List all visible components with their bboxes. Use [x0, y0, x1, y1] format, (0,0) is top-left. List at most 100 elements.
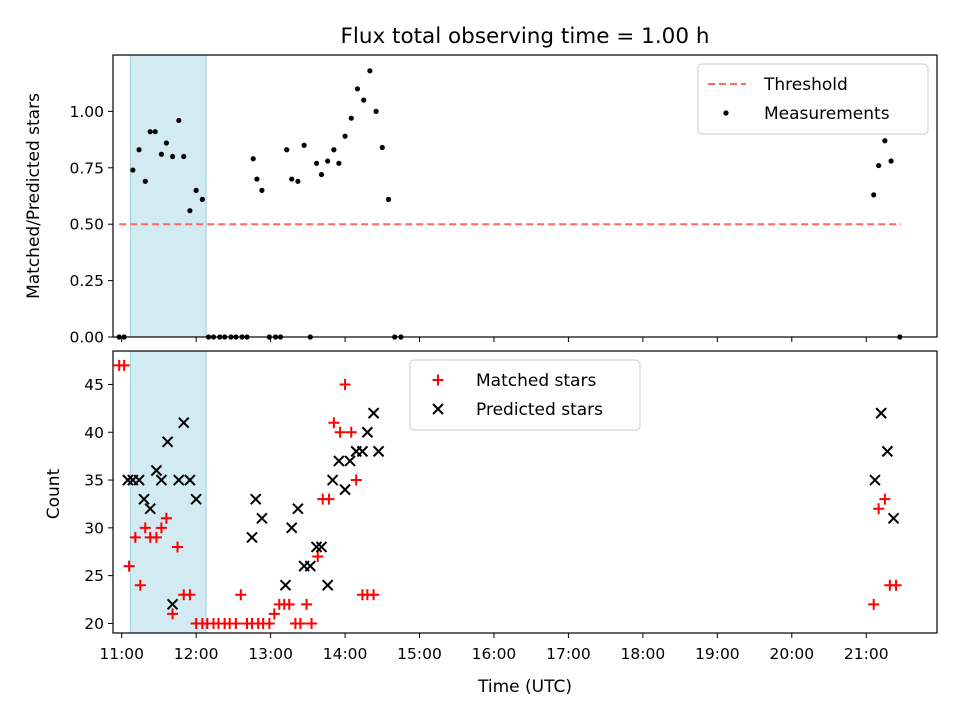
x-tick-label: 21:00 — [844, 645, 889, 663]
measurement-point — [876, 162, 882, 169]
predicted-star-point — [144, 503, 156, 515]
y-tick-label: 0.25 — [69, 272, 104, 290]
measurement-point — [176, 117, 182, 124]
measurement-point — [142, 178, 148, 184]
legend-label: Predicted stars — [476, 400, 603, 420]
legend-box — [409, 359, 641, 431]
measurement-point — [373, 108, 379, 114]
predicted-star-point — [285, 522, 298, 534]
matched-star-point — [294, 617, 306, 629]
x-axis-label: Time (UTC) — [477, 677, 572, 697]
y-tick-label: 20 — [84, 615, 104, 633]
x-tick-label: 15:00 — [397, 645, 442, 663]
observing-window-span — [129, 54, 207, 338]
legend-matched-swatch — [432, 374, 444, 386]
matched-star-point — [139, 522, 151, 534]
matched-star-point — [155, 522, 167, 534]
predicted-star-point — [333, 455, 345, 467]
predicted-star-point — [133, 474, 145, 486]
predicted-star-point — [356, 445, 369, 458]
measurement-point — [158, 151, 164, 157]
x-tick-label: 14:00 — [323, 645, 368, 663]
plot-frame — [112, 350, 938, 634]
matched-star-point — [312, 551, 324, 563]
top-y-axis-label: Matched/Predicted stars — [24, 93, 44, 299]
matched-star-point — [268, 608, 280, 620]
legend-measurement-swatch — [723, 110, 729, 116]
measurement-point — [385, 196, 392, 202]
predicted-star-point — [184, 474, 196, 486]
x-tick-label: 20:00 — [769, 645, 814, 663]
measurement-point — [354, 86, 361, 92]
measurement-point — [152, 129, 158, 135]
figure-title: Flux total observing time = 1.00 h — [341, 24, 710, 49]
matched-star-point — [323, 493, 335, 505]
predicted-star-point — [304, 560, 317, 572]
measurement-point — [130, 167, 136, 173]
matched-star-point — [150, 531, 162, 543]
observing-window-span — [129, 350, 207, 634]
measurement-point — [193, 187, 199, 193]
predicted-star-point — [887, 512, 900, 524]
x-tick-label: 17:00 — [546, 645, 591, 663]
legend-label: Matched stars — [476, 371, 596, 391]
predicted-star-point — [292, 503, 304, 515]
measurement-point — [147, 129, 153, 135]
matched-star-point — [339, 378, 351, 390]
x-tick-label: 12:00 — [174, 645, 219, 663]
measurement-point — [348, 115, 354, 121]
plot-frame — [112, 54, 938, 338]
predicted-star-point — [279, 579, 292, 591]
matched-star-point — [123, 560, 135, 572]
predicted-star-point — [250, 493, 262, 505]
matched-star-point — [129, 531, 141, 543]
measurement-point — [336, 160, 342, 166]
predicted-star-point — [310, 541, 323, 553]
y-tick-label: 35 — [84, 472, 104, 490]
y-tick-label: 0.75 — [69, 159, 104, 177]
predicted-star-point — [372, 445, 385, 458]
matched-star-point — [350, 474, 362, 486]
measurement-point — [254, 176, 260, 182]
predicted-star-point — [161, 436, 174, 448]
bottom-panel: 20 25 30 35 40 45 11:00 12:00 13:00 14:00 15:00 16:… — [84, 350, 938, 663]
measurement-point — [367, 68, 373, 74]
matched-star-point — [235, 589, 247, 601]
predicted-star-point — [315, 541, 328, 553]
measurement-point — [342, 133, 348, 139]
matched-star-point — [334, 426, 346, 438]
predicted-star-point — [344, 455, 356, 467]
matched-star-point — [263, 617, 275, 629]
matched-star-point — [118, 359, 130, 371]
x-tick-label: 13:00 — [248, 645, 293, 663]
measurement-point — [163, 140, 169, 146]
predicted-star-point — [881, 445, 894, 458]
y-tick-label: 1.00 — [69, 103, 104, 121]
measurement-point — [181, 153, 187, 160]
measurement-point — [313, 160, 320, 166]
y-tick-label: 40 — [84, 424, 104, 442]
y-tick-label: 0.50 — [69, 216, 104, 234]
legend-predicted-swatch — [432, 403, 444, 415]
x-tick-label: 18:00 — [621, 645, 666, 663]
measurement-point — [187, 208, 193, 214]
matched-star-point — [230, 617, 242, 629]
legend-label: Threshold — [763, 75, 848, 95]
measurement-point — [289, 176, 295, 182]
predicted-star-point — [361, 426, 374, 438]
legend-label: Measurements — [764, 104, 890, 124]
matched-star-point — [306, 617, 318, 629]
y-tick-label: 30 — [84, 519, 104, 537]
measurement-point — [882, 138, 888, 144]
measurement-point — [136, 147, 142, 153]
predicted-star-point — [869, 474, 881, 486]
predicted-star-point — [321, 579, 334, 591]
measurement-point — [871, 192, 877, 198]
y-tick-label: 45 — [84, 376, 104, 394]
measurement-point — [199, 196, 205, 202]
legend-box — [697, 63, 929, 135]
x-tick-label: 16:00 — [472, 645, 517, 663]
measurement-point — [361, 97, 367, 103]
predicted-star-point — [256, 512, 268, 524]
